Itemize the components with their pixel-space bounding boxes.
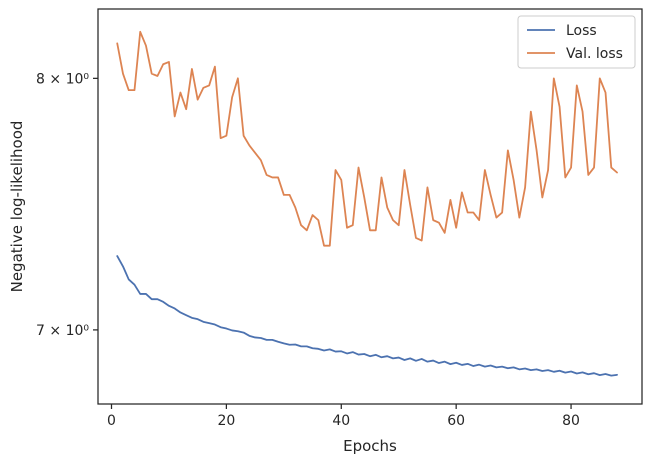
x-tick-label: 60: [447, 413, 465, 429]
y-ticks: 7 × 10⁰ 8 × 10⁰: [36, 71, 98, 339]
y-tick-label: 7 × 10⁰: [36, 323, 89, 339]
series-line-val-loss: [116, 30, 618, 247]
x-tick-label: 20: [217, 413, 235, 429]
x-ticks: 0 20 40 60 80: [107, 404, 580, 429]
y-tick-label: 8 × 10⁰: [36, 71, 89, 87]
x-axis-label: Epochs: [343, 437, 397, 455]
legend-label-val-loss: Val. loss: [566, 46, 623, 62]
series-line-loss: [116, 255, 618, 377]
y-axis-label: Negative log-likelihood: [8, 121, 26, 293]
legend-box: [517, 15, 636, 69]
legend: Loss Val. loss: [517, 15, 636, 69]
legend-label-loss: Loss: [566, 23, 597, 39]
x-tick-label: 0: [107, 413, 116, 429]
series-layer: [116, 30, 618, 377]
plot-frame: [97, 8, 643, 405]
x-tick-label: 80: [562, 413, 580, 429]
x-tick-label: 40: [332, 413, 350, 429]
